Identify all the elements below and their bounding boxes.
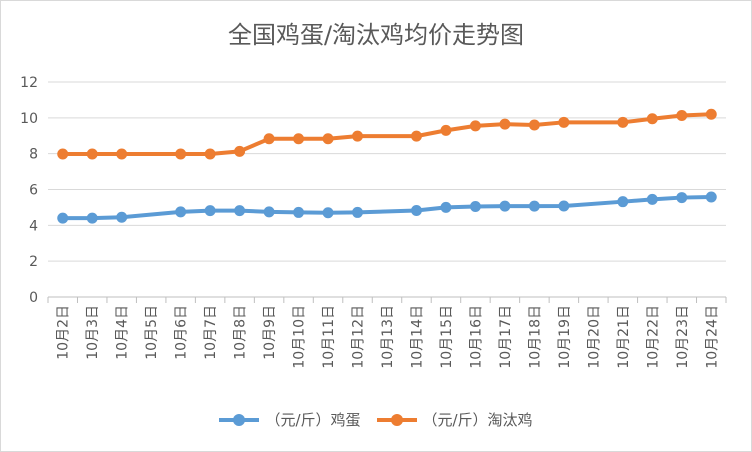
x-tick-label: 10月16日	[468, 305, 484, 369]
x-tick-label: 10月21日	[616, 305, 632, 369]
data-point	[469, 120, 481, 132]
data-point	[469, 201, 481, 213]
data-point	[322, 207, 334, 219]
data-point	[57, 148, 69, 160]
legend-label-culled-hens: （元/斤）淘汰鸡	[422, 411, 533, 429]
x-tick-label: 10月15日	[439, 305, 455, 369]
x-tick-label: 10月2日	[56, 305, 72, 360]
data-point	[86, 148, 98, 160]
x-tick-label: 10月24日	[704, 305, 720, 369]
data-point	[57, 212, 69, 224]
data-point	[646, 113, 658, 125]
data-point	[116, 211, 128, 223]
legend-item-eggs: （元/斤）鸡蛋	[219, 409, 361, 430]
y-tick-label: 6	[29, 183, 38, 199]
y-tick-label: 10	[20, 111, 38, 127]
y-tick-label: 8	[29, 147, 38, 163]
data-point	[410, 130, 422, 142]
series-line	[60, 195, 714, 221]
data-point	[293, 206, 305, 218]
data-point	[352, 130, 364, 142]
y-tick-label: 2	[29, 254, 38, 270]
x-tick-label: 10月3日	[85, 305, 101, 360]
data-point	[175, 148, 187, 160]
data-point	[234, 145, 246, 157]
data-point	[322, 133, 334, 145]
x-tick-label: 10月6日	[174, 305, 190, 360]
data-point	[705, 191, 717, 203]
data-point	[352, 206, 364, 218]
x-tick-label: 10月8日	[233, 305, 249, 360]
x-tick-label: 10月23日	[675, 305, 691, 369]
data-point	[410, 204, 422, 216]
data-point	[617, 196, 629, 208]
data-point	[646, 193, 658, 205]
data-point	[263, 133, 275, 145]
x-tick-label: 10月14日	[409, 305, 425, 369]
data-point	[558, 200, 570, 212]
x-tick-label: 10月17日	[498, 305, 514, 369]
data-point	[204, 148, 216, 160]
data-point	[558, 116, 570, 128]
x-tick-label: 10月19日	[557, 305, 573, 369]
data-point	[499, 118, 511, 130]
series-line	[60, 112, 714, 157]
legend-item-culled-hens: （元/斤）淘汰鸡	[376, 409, 533, 430]
data-point	[528, 200, 540, 212]
x-tick-label: 10月22日	[645, 305, 661, 369]
legend-swatch-eggs	[219, 413, 260, 426]
data-point	[705, 108, 717, 120]
x-tick-label: 10月10日	[292, 305, 308, 369]
data-point	[234, 205, 246, 217]
legend: （元/斤）鸡蛋 （元/斤）淘汰鸡	[1, 409, 751, 430]
chart-title: 全国鸡蛋/淘汰鸡均价走势图	[227, 21, 525, 49]
data-point	[204, 205, 216, 217]
x-tick-label: 10月5日	[144, 305, 160, 360]
data-point	[440, 201, 452, 213]
data-point	[528, 119, 540, 131]
data-point	[263, 206, 275, 218]
x-tick-label: 10月9日	[262, 305, 278, 360]
data-point	[676, 110, 688, 122]
legend-swatch-culled-hens	[376, 413, 417, 426]
x-tick-label: 10月7日	[203, 305, 219, 360]
data-point	[175, 206, 187, 218]
data-point	[617, 116, 629, 128]
x-tick-label: 10月4日	[115, 305, 131, 360]
data-point	[440, 124, 452, 136]
x-tick-label: 10月18日	[527, 305, 543, 369]
x-tick-label: 10月13日	[380, 305, 396, 369]
data-point	[676, 192, 688, 204]
x-tick-label: 10月12日	[351, 305, 367, 369]
data-point	[293, 133, 305, 145]
legend-label-eggs: （元/斤）鸡蛋	[265, 411, 361, 429]
y-tick-label: 12	[20, 75, 38, 91]
data-point	[116, 148, 128, 160]
y-tick-label: 4	[29, 218, 38, 234]
x-tick-label: 10月20日	[586, 305, 602, 369]
y-tick-label: 0	[29, 290, 38, 306]
x-tick-label: 10月11日	[321, 305, 337, 369]
data-point	[86, 212, 98, 224]
data-point	[499, 200, 511, 212]
